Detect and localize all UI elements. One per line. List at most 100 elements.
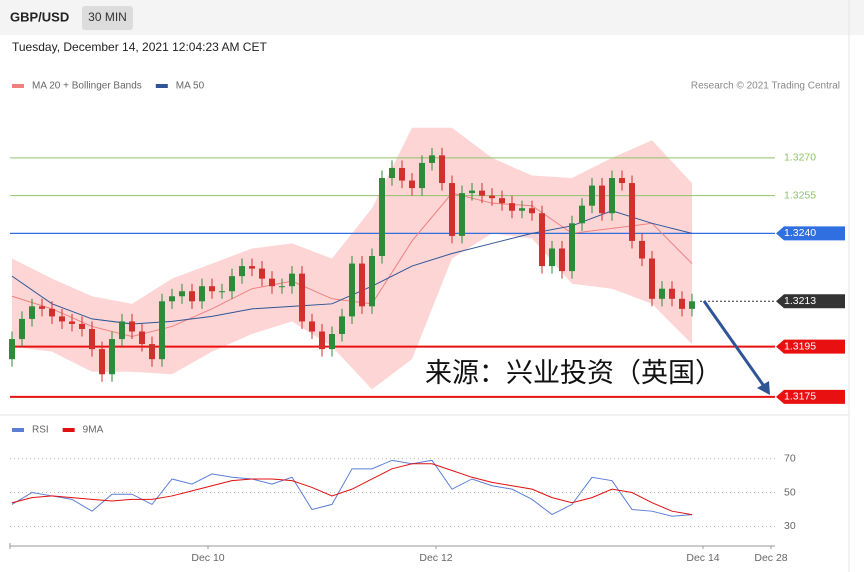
candle-body [629,183,635,241]
x-tick-label: Dec 28 [754,552,787,564]
candle-body [449,183,455,236]
level-label: 1.3255 [784,189,816,201]
candle-body [209,286,215,292]
candle-body [149,344,155,360]
candle-body [109,339,115,375]
candle-body [39,306,45,309]
arrow-head [757,381,770,395]
candle-body [369,256,375,307]
candle-body [679,298,685,309]
candle-body [559,248,565,272]
candle-body [549,248,555,267]
symbol: GBP/USD [10,9,69,24]
legend-swatch [155,84,168,88]
candle-body [509,203,515,211]
candle-body [429,155,435,163]
candle-body [289,273,295,287]
candle-body [439,155,445,184]
candle-body [619,178,625,184]
candle-body [569,223,575,272]
candle-body [599,185,605,214]
candle-body [89,328,95,350]
candle-body [69,321,75,324]
level-label-box [776,226,845,241]
y-tick-label: 70 [784,452,796,464]
candle-body [399,167,405,181]
candle-body [139,331,145,345]
forecast-arrow [702,300,768,390]
candle-body [499,198,505,204]
level-label: 1.3213 [784,295,816,307]
candle-body [359,263,365,307]
candle-body [609,178,615,214]
candle-body [639,240,645,259]
legend-label: RSI [32,425,49,436]
candle-body [529,208,535,214]
candle-body [229,276,235,292]
top-bar [0,0,864,35]
candle-body [519,208,525,211]
candle-body [579,205,585,224]
legend-label: MA 50 [176,81,205,92]
x-tick-label: Dec 14 [686,552,719,564]
interval[interactable]: 30 MIN [88,10,127,24]
candle-body [159,301,165,360]
candle-body [179,291,185,297]
legend-swatch [12,428,24,432]
level-label: 1.3175 [784,391,816,403]
legend-swatch [62,428,75,432]
candle-body [189,291,195,302]
legend-label: MA 20 + Bollinger Bands [32,81,142,92]
annotation: 来源：兴业投资（英国） [425,358,722,388]
level-label: 1.3270 [784,152,816,164]
candle-body [9,339,15,360]
candle-body [79,323,85,329]
level-label-box [776,339,845,354]
candle-body [199,286,205,302]
rsi-line [11,459,693,517]
candle-body [539,213,545,267]
credit: Research © 2021 Trading Central [691,81,840,92]
datetime: Tuesday, December 14, 2021 12:04:23 AM C… [12,40,267,54]
level-label-box [776,389,845,404]
candle-body [479,190,485,196]
candle-body [659,288,665,299]
candle-body [279,286,285,288]
candle-body [649,258,655,299]
candle-body [219,291,225,293]
candle-body [329,334,335,350]
candle-body [299,273,305,322]
level-label-box [776,294,845,309]
candle-body [169,296,175,302]
candle-body [19,318,25,340]
candle-body [129,321,135,332]
candle-body [119,321,125,340]
legend-swatch [12,84,24,88]
candle-body [339,316,345,335]
candle-body [349,263,355,317]
candle-body [309,321,315,332]
x-tick-label: Dec 10 [191,552,224,564]
candle-body [469,190,475,194]
candle-body [669,288,675,299]
candle-body [269,278,275,287]
legend-label: 9MA [83,425,104,436]
candle-body [99,349,105,375]
rsi-line [11,463,693,516]
candle-body [59,316,65,322]
candle-body [419,162,425,189]
candle-body [409,180,415,189]
candle-body [589,185,595,206]
candle-body [489,195,495,199]
y-tick-label: 50 [784,486,796,498]
candle-body [459,193,465,236]
candle-body [389,167,395,179]
candle-body [239,266,245,277]
level-label: 1.3240 [784,227,816,239]
candle-body [49,308,55,317]
x-tick-label: Dec 12 [419,552,452,564]
y-tick-label: 30 [784,520,796,532]
interval-button[interactable] [82,6,133,30]
